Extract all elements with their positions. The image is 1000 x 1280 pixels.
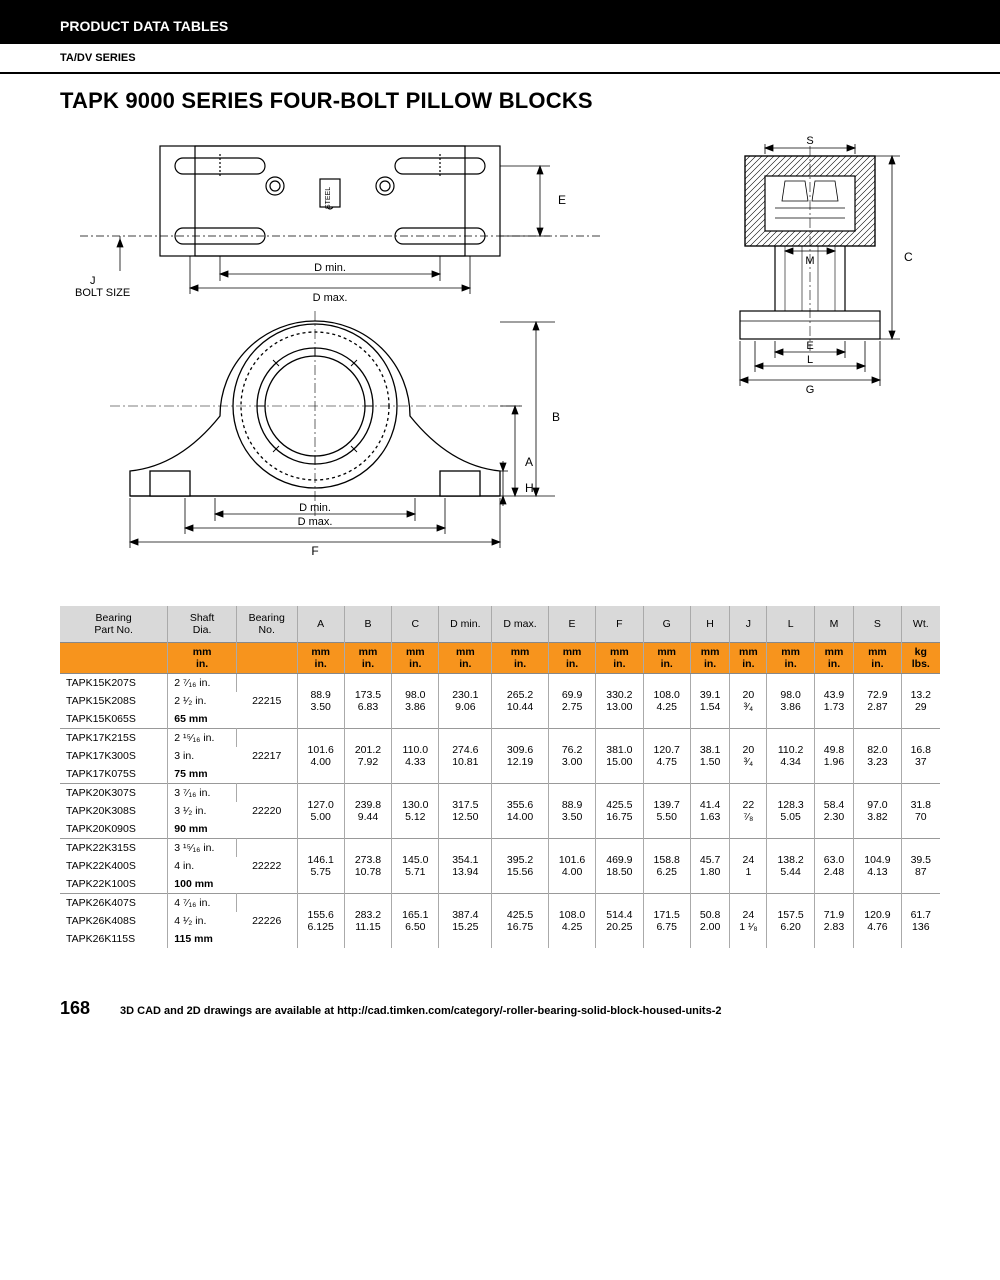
header-series: TA/DV SERIES [0, 44, 1000, 74]
table-row: TAPK15K207S2 ⁷⁄₁₆ in.2221588.93.50173.56… [60, 674, 940, 693]
svg-text:L: L [807, 354, 813, 366]
footer-note: 3D CAD and 2D drawings are available at … [120, 1005, 721, 1017]
table-header-row1: BearingPart No.ShaftDia.BearingNo.ABCD m… [60, 606, 940, 643]
svg-text:BOLT SIZE: BOLT SIZE [75, 287, 130, 299]
svg-text:E: E [558, 193, 566, 207]
svg-text:F: F [311, 544, 318, 558]
page-title: TAPK 9000 SERIES FOUR-BOLT PILLOW BLOCKS [60, 88, 940, 114]
svg-text:S: S [806, 135, 813, 147]
diagram-front-view: B A H [60, 306, 620, 576]
svg-text:A: A [525, 455, 533, 469]
table-row: TAPK26K407S4 ⁷⁄₁₆ in.22226155.66.125283.… [60, 894, 940, 913]
svg-text:D min.: D min. [299, 502, 331, 514]
diagram-top-view: STEEL E J BOLT SIZE [60, 126, 620, 306]
svg-text:B: B [552, 410, 560, 424]
svg-text:E: E [806, 340, 813, 352]
table-header-row2: mmin.mmin.mmin.mmin.mmin.mmin.mmin.mmin.… [60, 643, 940, 674]
svg-text:STEEL: STEEL [325, 187, 332, 209]
diagram-area: STEEL E J BOLT SIZE [60, 126, 940, 576]
svg-text:D max.: D max. [313, 292, 348, 304]
svg-text:D min.: D min. [314, 262, 346, 274]
table-row: TAPK17K215S2 ¹⁵⁄₁₆ in.22217101.64.00201.… [60, 729, 940, 748]
page-number: 168 [60, 998, 90, 1019]
table-row: TAPK22K315S3 ¹⁵⁄₁₆ in.22222146.15.75273.… [60, 839, 940, 858]
diagram-side-view: S M C [690, 126, 940, 426]
data-table: BearingPart No.ShaftDia.BearingNo.ABCD m… [60, 606, 940, 948]
svg-text:J: J [90, 275, 96, 287]
svg-text:G: G [806, 384, 815, 396]
header-section: PRODUCT DATA TABLES [0, 0, 1000, 44]
svg-text:H: H [525, 481, 534, 495]
svg-text:M: M [805, 255, 814, 267]
table-row: TAPK20K307S3 ⁷⁄₁₆ in.22220127.05.00239.8… [60, 784, 940, 803]
svg-text:D max.: D max. [298, 516, 333, 528]
svg-text:C: C [904, 250, 913, 264]
